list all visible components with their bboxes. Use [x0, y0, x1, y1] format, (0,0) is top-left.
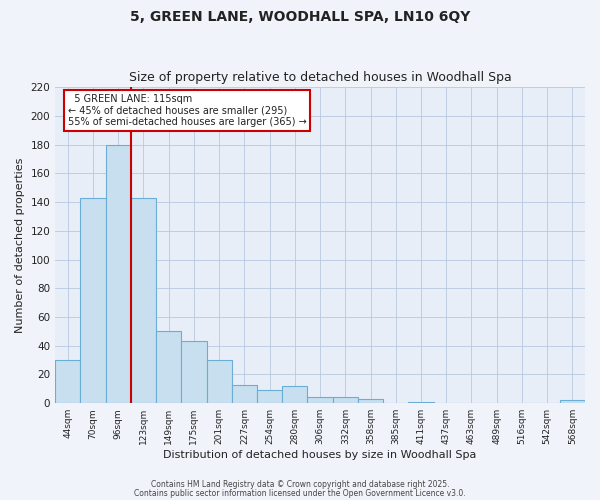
Bar [358, 399, 383, 403]
Bar [156, 332, 181, 403]
Bar [206, 360, 232, 403]
Bar [560, 400, 585, 403]
Text: 5 GREEN LANE: 115sqm
← 45% of detached houses are smaller (295)
55% of semi-deta: 5 GREEN LANE: 115sqm ← 45% of detached h… [68, 94, 307, 128]
Bar [106, 144, 131, 403]
Text: 5, GREEN LANE, WOODHALL SPA, LN10 6QY: 5, GREEN LANE, WOODHALL SPA, LN10 6QY [130, 10, 470, 24]
Bar [55, 360, 80, 403]
Text: Contains HM Land Registry data © Crown copyright and database right 2025.: Contains HM Land Registry data © Crown c… [151, 480, 449, 489]
Bar [409, 402, 434, 403]
Y-axis label: Number of detached properties: Number of detached properties [15, 158, 25, 333]
Bar [80, 198, 106, 403]
Bar [232, 384, 257, 403]
Bar [307, 398, 332, 403]
Bar [257, 390, 282, 403]
Text: Contains public sector information licensed under the Open Government Licence v3: Contains public sector information licen… [134, 488, 466, 498]
X-axis label: Distribution of detached houses by size in Woodhall Spa: Distribution of detached houses by size … [163, 450, 477, 460]
Bar [332, 398, 358, 403]
Bar [131, 198, 156, 403]
Title: Size of property relative to detached houses in Woodhall Spa: Size of property relative to detached ho… [129, 72, 511, 85]
Bar [282, 386, 307, 403]
Bar [181, 342, 206, 403]
